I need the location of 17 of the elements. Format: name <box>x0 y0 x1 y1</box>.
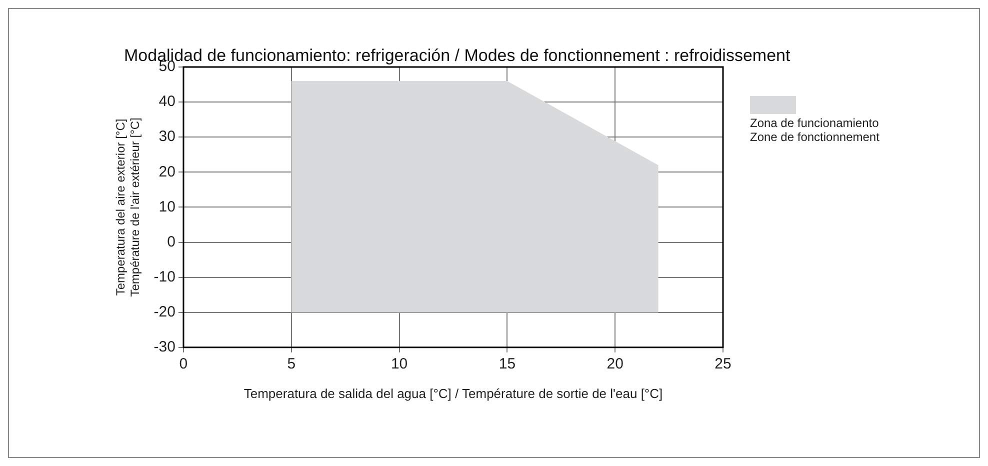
x-tick-label: 5 <box>287 356 296 373</box>
y-tick-label: 40 <box>158 93 176 110</box>
y-axis-title: Temperatura del aire exterior [°C] Température de l'air extérieur [°C] <box>114 118 142 297</box>
y-tick-label: -10 <box>154 268 176 286</box>
y-tick-label: 10 <box>158 198 176 216</box>
y-tick-label: 20 <box>158 163 176 180</box>
y-tick-label: -20 <box>154 303 176 320</box>
x-tick-label: 15 <box>498 356 516 373</box>
x-axis-title: Temperatura de salida del agua [°C] / Température de sortie de l'eau [°C] <box>244 386 663 401</box>
x-tick-label: 25 <box>714 356 732 373</box>
x-tick-label: 20 <box>606 356 624 373</box>
legend-label: Zona de funcionamiento Zone de fonctionnement <box>750 116 880 144</box>
y-tick-label: 30 <box>158 128 176 146</box>
x-tick-label: 0 <box>179 356 188 373</box>
y-tick-label: 0 <box>167 233 176 250</box>
x-tick-label: 10 <box>390 356 408 373</box>
y-tick-label: -30 <box>154 338 176 356</box>
